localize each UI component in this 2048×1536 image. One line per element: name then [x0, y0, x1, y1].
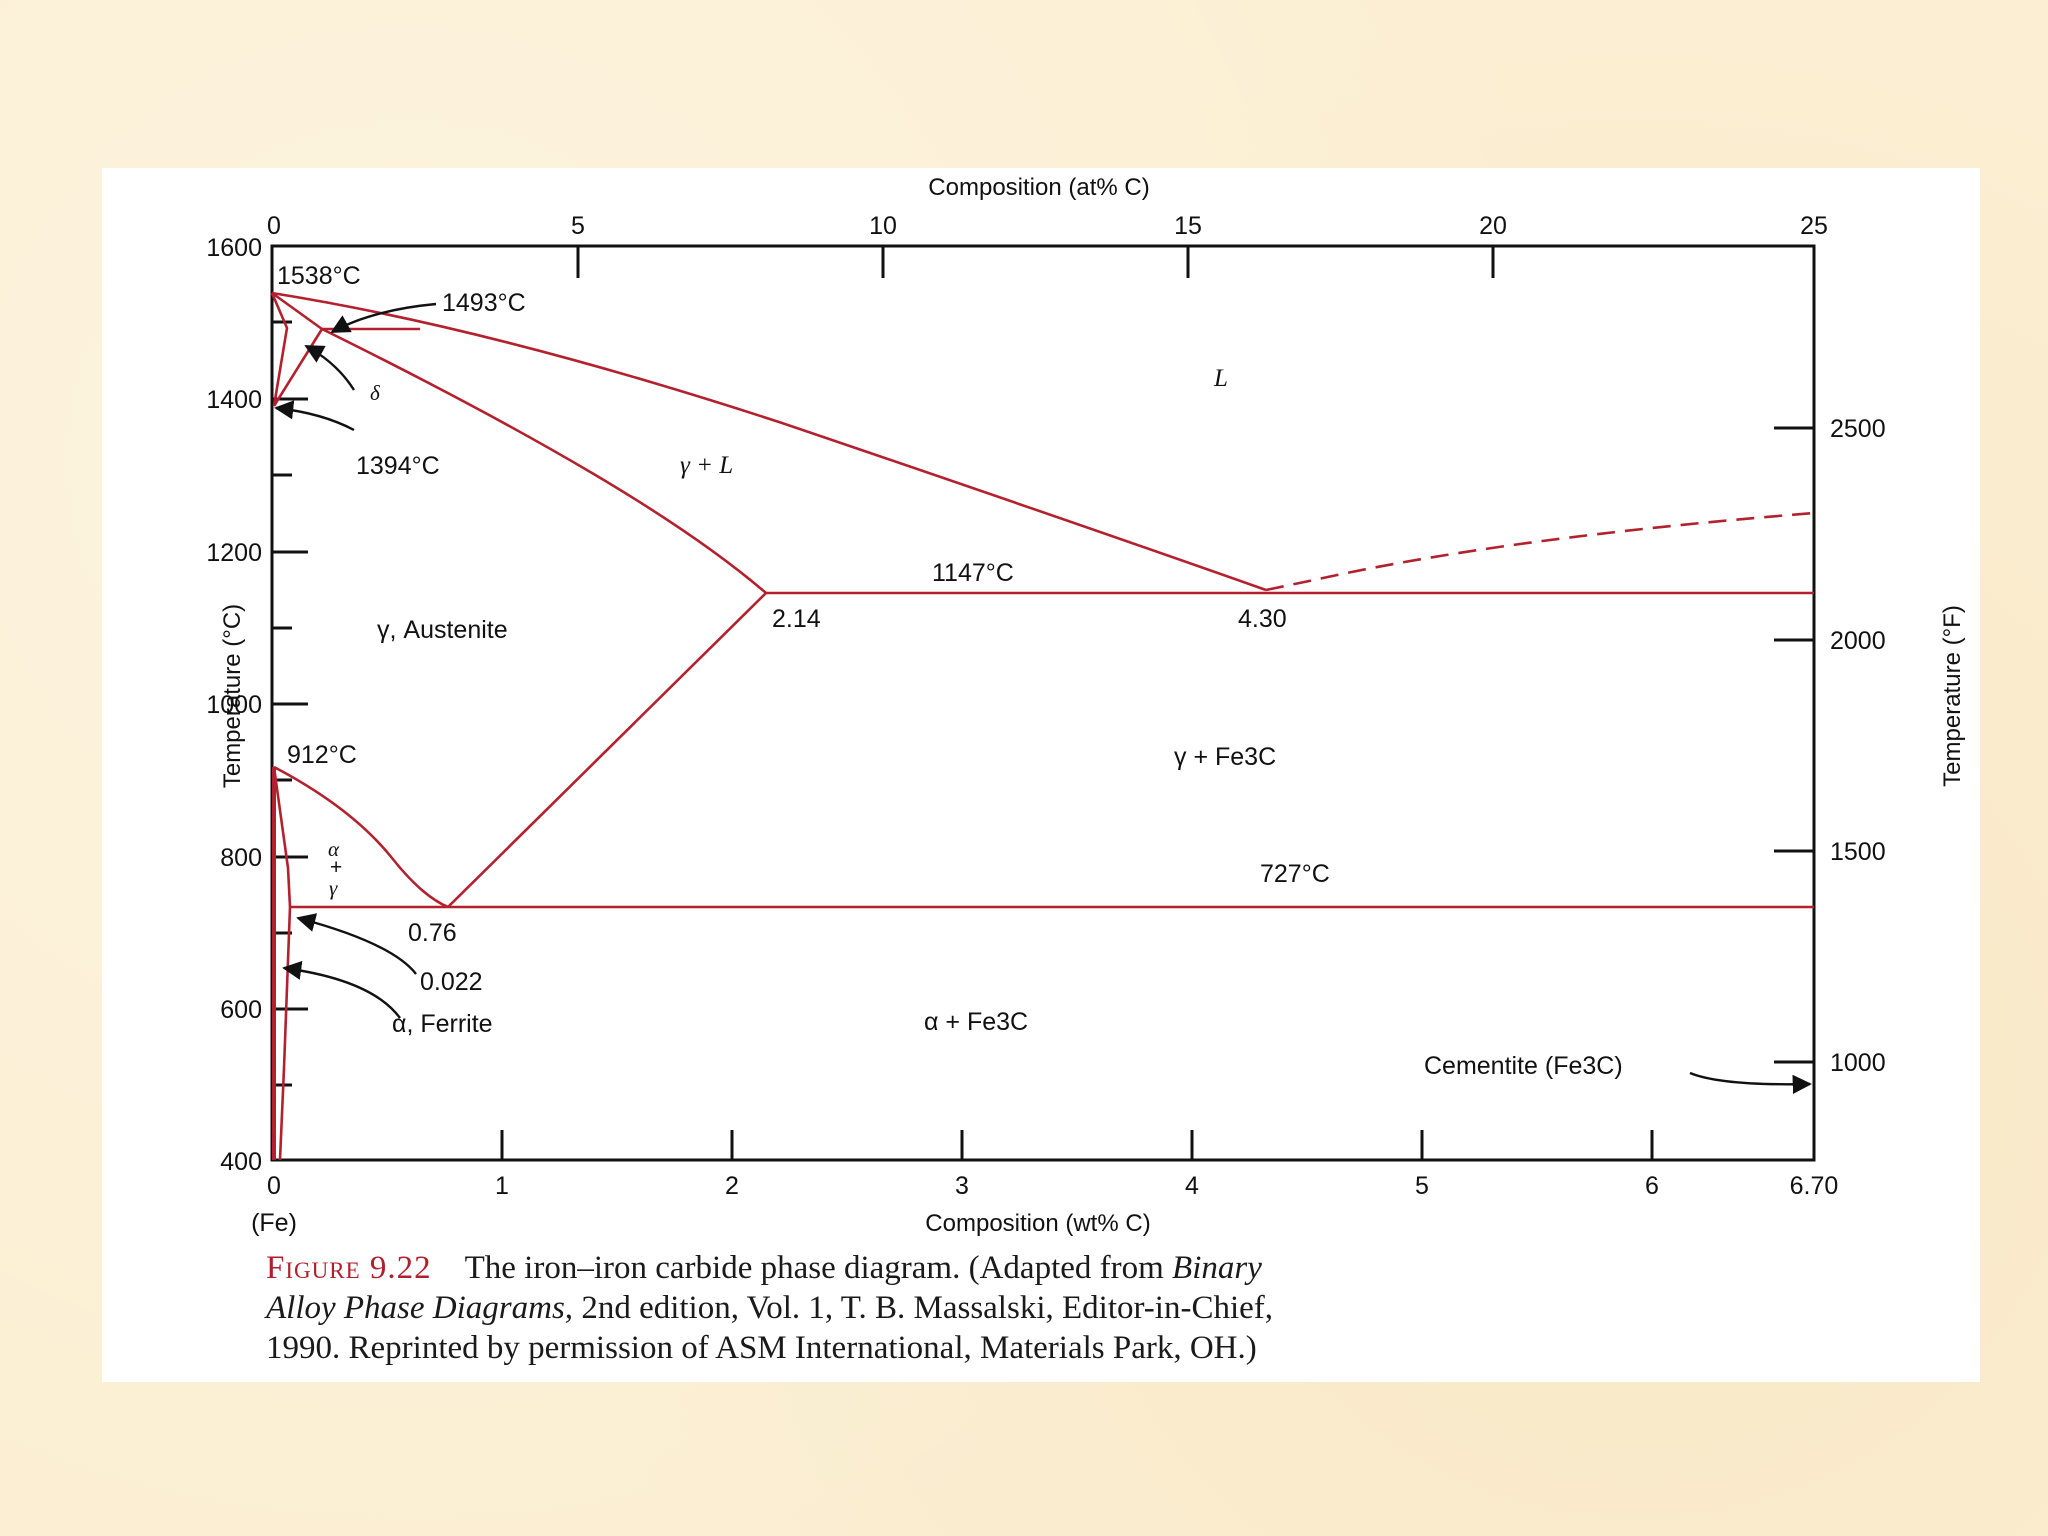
left-tick-label: 1600: [206, 234, 262, 262]
annotation-arrows: [274, 302, 1812, 1094]
plot-frame: [270, 244, 1816, 1162]
alpha-gamma-boundary: [272, 766, 292, 908]
region-gamma-liquid: γ + L: [680, 452, 733, 479]
region-alpha-gamma-top: α: [328, 837, 340, 861]
left-tick-label: 600: [220, 996, 262, 1024]
top-tick-label: 5: [571, 212, 585, 240]
annotation-1394: 1394°C: [356, 452, 440, 480]
region-gamma-cementite: γ + Fe3C: [1174, 743, 1276, 771]
phase-boundaries: [270, 291, 1815, 1161]
right-tick-label: 1500: [1830, 838, 1886, 866]
right-tick-label: 2000: [1830, 627, 1886, 655]
arrow-1493: [330, 302, 437, 334]
point-annotations: 1538°C 1493°C 1394°C 1147°C 2.14 4.30 91…: [277, 262, 1330, 996]
left-tick-label: 1000: [206, 691, 262, 719]
arrow-cementite: [1689, 1071, 1812, 1094]
caption-italic-1: Binary: [1172, 1250, 1262, 1286]
region-liquid: L: [1213, 365, 1228, 392]
label-cementite: Cementite (Fe3C): [1424, 1052, 1623, 1080]
bottom-tick-label: 2: [725, 1172, 739, 1200]
caption-line-3: 1990. Reprinted by permission of ASM Int…: [266, 1330, 1257, 1366]
arrow-1394: [274, 400, 355, 432]
left-tick-label: 1200: [206, 539, 262, 567]
bottom-tick-label: 6.70: [1790, 1172, 1839, 1200]
top-tick-label: 0: [267, 212, 281, 240]
left-tick-label: 1400: [206, 386, 262, 414]
arrow-0022: [296, 913, 417, 975]
top-tick-label: 15: [1174, 212, 1202, 240]
bottom-tick-label: 3: [955, 1172, 969, 1200]
annotation-214: 2.14: [772, 605, 821, 633]
top-axis-ticks: [576, 246, 1495, 278]
left-axis-labels: 400 600 800 1000 1200 1400 1600: [206, 234, 262, 1176]
bottom-axis-labels: 0 1 2 3 4 5 6 6.70 (Fe): [251, 1172, 1838, 1237]
top-axis-title: Composition (at% C): [928, 174, 1149, 201]
bottom-axis-title: Composition (wt% C): [925, 1210, 1150, 1237]
region-delta: δ: [370, 381, 381, 405]
top-tick-label: 25: [1800, 212, 1828, 240]
iron-carbon-phase-diagram: 400 600 800 1000 1200 1400 1600 Temperat…: [206, 174, 1966, 1237]
annotation-430: 4.30: [1238, 605, 1287, 633]
liquidus-line-dashed: [1265, 511, 1815, 592]
top-tick-label: 10: [869, 212, 897, 240]
liquidus-line: [271, 291, 1267, 592]
solidus-line: [321, 327, 767, 594]
annotation-727: 727°C: [1260, 860, 1330, 888]
delta-gamma-boundary: [272, 328, 324, 407]
figure-label: Figure 9.22: [266, 1250, 432, 1286]
right-axis-title: Temperature (°F): [1939, 605, 1966, 787]
delta-solvus: [270, 292, 289, 407]
right-axis-ticks: [1774, 426, 1814, 1064]
region-alpha-gamma-plus: +: [330, 856, 342, 879]
arrow-delta: [304, 344, 356, 391]
figure-panel: 400 600 800 1000 1200 1400 1600 Temperat…: [102, 168, 1980, 1382]
figure-caption: Figure 9.22 The iron–iron carbide phase …: [266, 1248, 1716, 1368]
annotation-1538: 1538°C: [277, 262, 361, 290]
a3-line: [273, 765, 449, 909]
left-tick-label: 800: [220, 844, 262, 872]
annotation-1493: 1493°C: [442, 289, 526, 317]
annotation-912: 912°C: [287, 741, 357, 769]
right-axis-labels: 1000 1500 2000 2500: [1830, 415, 1886, 1077]
region-alpha-cementite: α + Fe3C: [924, 1008, 1028, 1036]
acm-line: [447, 592, 767, 908]
caption-line-1: Figure 9.22 The iron–iron carbide phase …: [266, 1248, 1716, 1288]
right-tick-label: 1000: [1830, 1049, 1886, 1077]
right-tick-label: 2500: [1830, 415, 1886, 443]
bottom-tick-label: 0: [267, 1172, 281, 1200]
left-axis-title: Temperature (°C): [219, 604, 246, 788]
region-austenite: γ, Austenite: [377, 616, 508, 644]
top-axis-labels: 0 5 10 15 20 25: [267, 212, 1828, 240]
bottom-tick-label: 5: [1415, 1172, 1429, 1200]
annotation-076: 0.76: [408, 919, 457, 947]
iron-end-label: (Fe): [251, 1209, 297, 1237]
bottom-tick-label: 4: [1185, 1172, 1199, 1200]
left-tick-label: 400: [220, 1148, 262, 1176]
annotation-1147: 1147°C: [932, 559, 1014, 587]
ferrite-solvus: [278, 906, 292, 1161]
bottom-tick-label: 1: [495, 1172, 509, 1200]
caption-line-2: Alloy Phase Diagrams, 2nd edition, Vol. …: [266, 1288, 1716, 1328]
left-axis-ticks: [272, 244, 308, 1087]
region-labels: L γ + L γ, Austenite γ + Fe3C α + Fe3C α…: [328, 365, 1623, 1080]
delta-liquidus: [271, 291, 323, 331]
region-alpha-gamma-bottom: γ: [329, 876, 338, 900]
caption-text-1: The iron–iron carbide phase diagram. (Ad…: [464, 1250, 1173, 1286]
annotation-0022: 0.022: [420, 968, 483, 996]
arrow-ferrite: [282, 960, 401, 1019]
caption-text-2: 2nd edition, Vol. 1, T. B. Massalski, Ed…: [573, 1290, 1274, 1326]
region-ferrite: α, Ferrite: [392, 1010, 493, 1038]
bottom-tick-label: 6: [1645, 1172, 1659, 1200]
top-tick-label: 20: [1479, 212, 1507, 240]
caption-italic-2: Alloy Phase Diagrams,: [266, 1290, 574, 1326]
bottom-axis-ticks: [500, 1130, 1654, 1160]
